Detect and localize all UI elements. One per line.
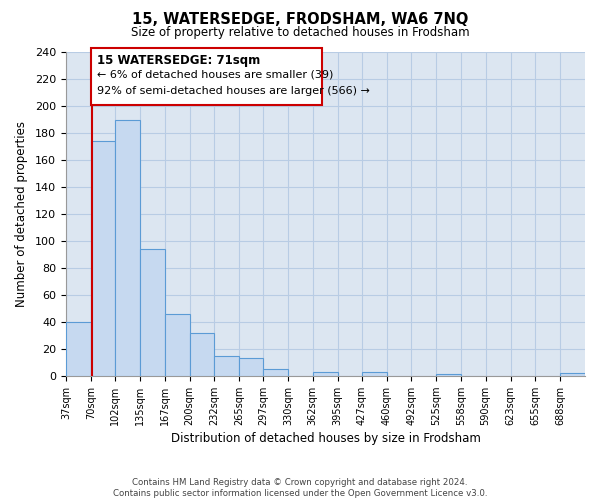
Bar bbox=[164, 314, 190, 376]
Text: ← 6% of detached houses are smaller (39): ← 6% of detached houses are smaller (39) bbox=[97, 70, 334, 80]
Bar bbox=[140, 249, 164, 376]
Bar bbox=[313, 372, 338, 376]
Bar bbox=[190, 332, 214, 376]
Text: 15, WATERSEDGE, FRODSHAM, WA6 7NQ: 15, WATERSEDGE, FRODSHAM, WA6 7NQ bbox=[132, 12, 468, 28]
Bar bbox=[115, 120, 140, 376]
Bar bbox=[66, 322, 91, 376]
Bar bbox=[239, 358, 263, 376]
Bar bbox=[91, 48, 322, 105]
X-axis label: Distribution of detached houses by size in Frodsham: Distribution of detached houses by size … bbox=[170, 432, 481, 445]
Text: 15 WATERSEDGE: 71sqm: 15 WATERSEDGE: 71sqm bbox=[97, 54, 260, 66]
Bar bbox=[263, 369, 288, 376]
Bar bbox=[91, 142, 115, 376]
Text: Contains HM Land Registry data © Crown copyright and database right 2024.
Contai: Contains HM Land Registry data © Crown c… bbox=[113, 478, 487, 498]
Y-axis label: Number of detached properties: Number of detached properties bbox=[15, 121, 28, 307]
Bar bbox=[214, 356, 239, 376]
Text: Size of property relative to detached houses in Frodsham: Size of property relative to detached ho… bbox=[131, 26, 469, 39]
Bar bbox=[436, 374, 461, 376]
Bar bbox=[560, 373, 585, 376]
Text: 92% of semi-detached houses are larger (566) →: 92% of semi-detached houses are larger (… bbox=[97, 86, 370, 96]
Bar bbox=[362, 372, 387, 376]
